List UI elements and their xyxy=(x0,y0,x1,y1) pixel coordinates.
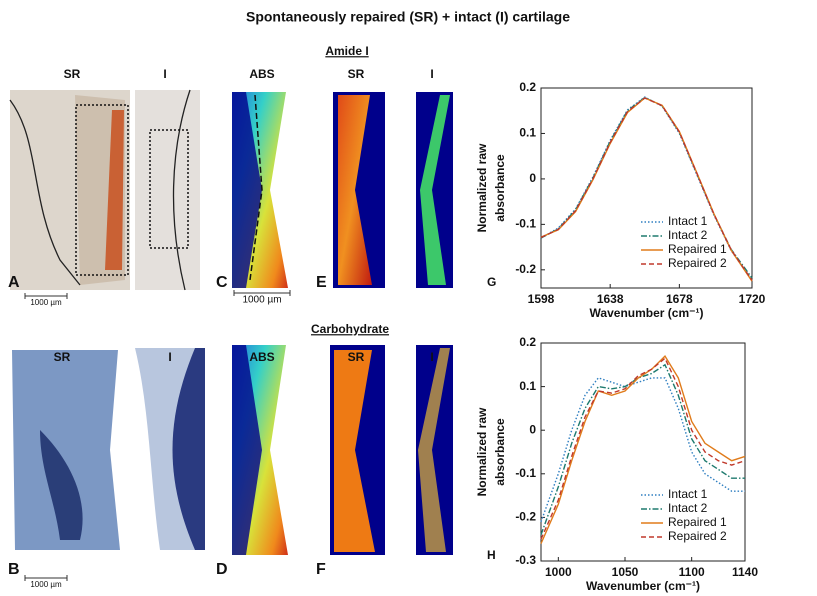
x-tick-label: 1000 xyxy=(545,565,572,579)
x-tick-label: 1638 xyxy=(597,292,624,306)
panel-label: A xyxy=(8,274,20,291)
image-label: SR xyxy=(64,67,81,81)
scale-bar-label: 1000 µm xyxy=(242,295,281,306)
plot-frame xyxy=(540,87,753,289)
x-tick-label: 1050 xyxy=(612,565,639,579)
image-label: SR xyxy=(348,350,365,364)
y-tick-label: -0.1 xyxy=(515,466,536,480)
image-label: I xyxy=(163,67,166,81)
legend-label: Repaired 2 xyxy=(668,256,727,270)
y-tick-label: -0.1 xyxy=(515,217,536,231)
panel-label: H xyxy=(487,548,496,562)
legend-label: Intact 2 xyxy=(668,228,708,242)
y-tick-label: 0 xyxy=(529,171,536,185)
x-tick-label: 1720 xyxy=(739,292,766,306)
series-line xyxy=(540,354,746,544)
histology-images-row1 xyxy=(9,89,453,291)
y-axis-label: absorbance xyxy=(493,418,507,486)
legend-label: Repaired 2 xyxy=(668,529,727,543)
image-label: ABS xyxy=(249,350,274,364)
y-tick-label: 0 xyxy=(529,422,536,436)
y-axis-label: Normalized raw xyxy=(475,407,489,496)
image-label: I xyxy=(168,350,171,364)
x-axis-label: Wavenumber (cm⁻¹) xyxy=(590,306,704,320)
image-label: I xyxy=(430,350,433,364)
x-tick-label: 1140 xyxy=(732,565,758,579)
histology-images-row2 xyxy=(12,345,453,555)
scale-bar-label: 1000 µm xyxy=(30,298,62,307)
series-line xyxy=(540,357,746,540)
y-tick-label: 0.1 xyxy=(519,379,536,393)
y-axis-label: absorbance xyxy=(493,154,507,222)
panel-label: F xyxy=(316,561,326,578)
legend-label: Intact 1 xyxy=(668,214,708,228)
y-tick-label: 0.2 xyxy=(519,80,536,94)
image-label: ABS xyxy=(249,67,274,81)
section-title: Carbohydrate xyxy=(311,322,389,336)
scale-bar-label: 1000 µm xyxy=(30,580,62,589)
x-tick-label: 1100 xyxy=(679,565,705,579)
x-axis-label: Wavenumber (cm⁻¹) xyxy=(586,579,700,593)
panel-label: D xyxy=(216,561,228,578)
y-tick-label: -0.3 xyxy=(515,553,536,567)
legend-label: Intact 2 xyxy=(668,501,708,515)
image-label: SR xyxy=(54,350,71,364)
panel-label: B xyxy=(8,561,20,578)
section-title: Amide I xyxy=(325,44,368,58)
figure-title: Spontaneously repaired (SR) + intact (I)… xyxy=(246,9,570,25)
y-tick-label: 0.1 xyxy=(519,126,536,140)
panel-label: E xyxy=(316,274,327,291)
y-tick-label: -0.2 xyxy=(515,262,536,276)
panel-label: C xyxy=(216,274,228,291)
series-line xyxy=(540,363,745,536)
y-axis-label: Normalized raw xyxy=(475,143,489,232)
y-tick-label: 0.2 xyxy=(519,335,536,349)
plot-frame xyxy=(540,342,746,562)
x-tick-label: 1678 xyxy=(666,292,693,306)
image-label: SR xyxy=(348,67,365,81)
legend-label: Repaired 1 xyxy=(668,515,727,529)
legend-label: Repaired 1 xyxy=(668,242,727,256)
y-tick-label: -0.2 xyxy=(515,510,536,524)
image-label: I xyxy=(430,67,433,81)
legend-label: Intact 1 xyxy=(668,487,708,501)
series-line xyxy=(540,97,753,281)
x-tick-label: 1598 xyxy=(528,292,555,306)
panel-label: G xyxy=(487,275,496,289)
scale-bars xyxy=(24,290,291,581)
